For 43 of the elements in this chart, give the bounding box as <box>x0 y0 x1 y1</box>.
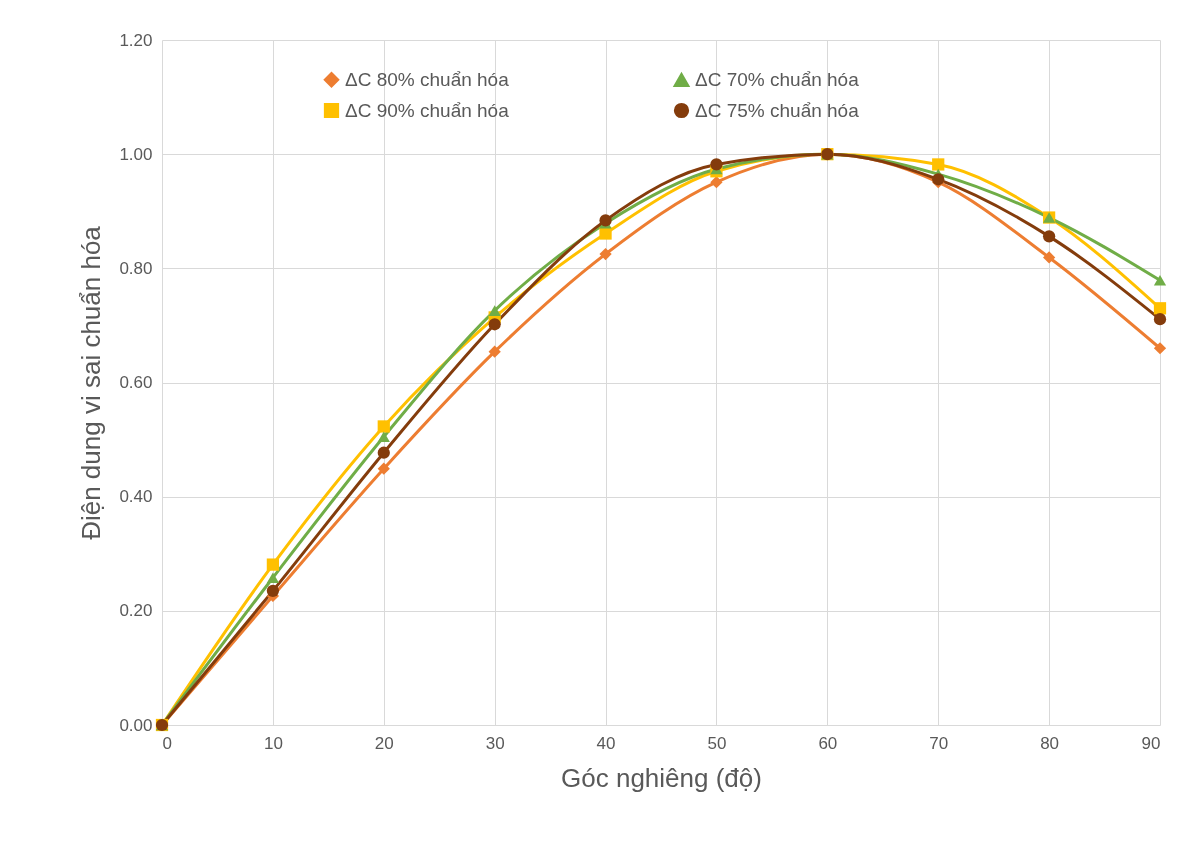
point <box>1153 342 1167 355</box>
legend-label: ΔC 80% chuẩn hóa <box>345 68 510 90</box>
x-tick-label: 90 <box>1141 733 1161 753</box>
x-tick-label: 40 <box>596 733 616 753</box>
x-tick-label: 50 <box>707 733 727 753</box>
y-tick-label: 0.40 <box>119 487 153 507</box>
y-tick-label: 0.80 <box>119 258 153 278</box>
point <box>377 431 390 443</box>
x-tick-label: 80 <box>1040 733 1060 753</box>
point <box>488 305 501 316</box>
point <box>377 420 390 433</box>
x-tick-label: 10 <box>263 733 283 753</box>
point <box>599 247 612 261</box>
point <box>710 176 723 189</box>
y-tick-label: 0.20 <box>119 601 153 621</box>
legend-label: ΔC 90% chuẩn hóa <box>345 99 510 121</box>
legend-label: ΔC 75% chuẩn hóa <box>695 99 860 121</box>
x-tick-label: 70 <box>929 733 949 753</box>
point <box>377 446 390 459</box>
y-axis-title: Điện dung vi sai chuẩn hóa <box>76 225 107 540</box>
x-tick-label: 30 <box>485 733 505 753</box>
y-tick-label: 1.00 <box>119 144 153 164</box>
point <box>1042 230 1056 243</box>
point <box>710 158 723 171</box>
point <box>377 462 390 475</box>
point <box>1153 275 1167 286</box>
x-tick-label: 20 <box>374 733 394 753</box>
point <box>1153 302 1167 315</box>
point <box>266 558 280 571</box>
y-tick-label: 0.60 <box>119 373 153 392</box>
y-tick-label: 1.20 <box>119 30 153 50</box>
x-tick-label: 60 <box>818 733 838 753</box>
point <box>488 318 501 331</box>
point <box>1153 313 1167 326</box>
point <box>932 158 945 171</box>
legend-label: ΔC 70% chuẩn hóa <box>695 69 860 91</box>
x-tick-label: 0 <box>162 733 172 753</box>
point <box>488 345 501 358</box>
point <box>1042 251 1056 264</box>
x-axis-title: Góc nghiêng (độ) <box>561 762 762 793</box>
point <box>266 572 280 584</box>
point <box>266 584 280 597</box>
y-tick-label: 0.00 <box>119 715 153 735</box>
